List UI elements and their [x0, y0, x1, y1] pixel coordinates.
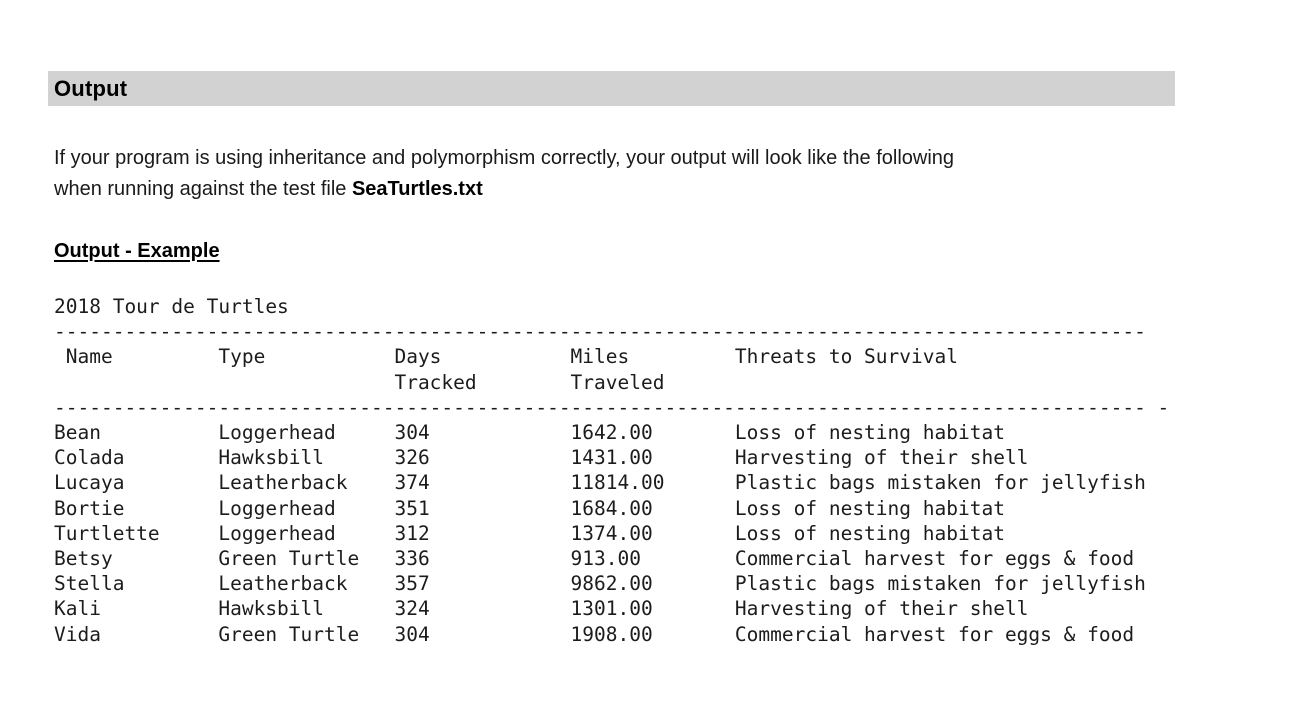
output-example-heading: Output - Example — [54, 240, 220, 262]
console-output-block: 2018 Tour de Turtles -------------------… — [54, 295, 1170, 646]
test-filename: SeaTurtles.txt — [351, 178, 483, 200]
intro-paragraph: If your program is using inheritance and… — [54, 143, 1214, 205]
intro-paragraph-line-2-text: when running against the test file — [54, 178, 352, 200]
output-section-header-bar: Output — [48, 71, 1175, 106]
output-section-title: Output — [54, 75, 128, 101]
intro-paragraph-line-2: when running against the test file SeaTu… — [54, 174, 1214, 205]
intro-paragraph-line-1: If your program is using inheritance and… — [54, 147, 955, 169]
